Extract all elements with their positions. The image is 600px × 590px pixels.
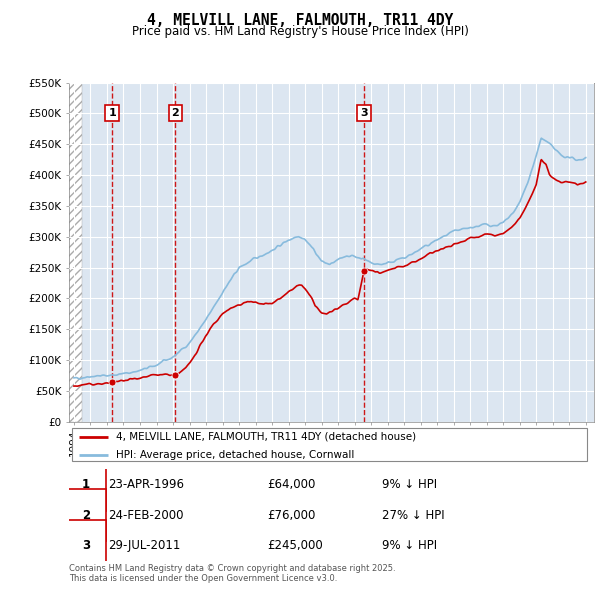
Text: 27% ↓ HPI: 27% ↓ HPI — [382, 509, 445, 522]
Text: £245,000: £245,000 — [268, 539, 323, 552]
Text: 3: 3 — [82, 539, 90, 552]
Text: 24-FEB-2000: 24-FEB-2000 — [108, 509, 184, 522]
Text: Price paid vs. HM Land Registry's House Price Index (HPI): Price paid vs. HM Land Registry's House … — [131, 25, 469, 38]
FancyBboxPatch shape — [67, 489, 106, 541]
Text: 1: 1 — [108, 108, 116, 118]
FancyBboxPatch shape — [67, 520, 106, 572]
Text: 9% ↓ HPI: 9% ↓ HPI — [382, 539, 437, 552]
Text: 23-APR-1996: 23-APR-1996 — [108, 478, 184, 491]
Text: 29-JUL-2011: 29-JUL-2011 — [108, 539, 181, 552]
Text: £64,000: £64,000 — [268, 478, 316, 491]
Text: Contains HM Land Registry data © Crown copyright and database right 2025.
This d: Contains HM Land Registry data © Crown c… — [69, 564, 395, 584]
Text: 2: 2 — [82, 509, 90, 522]
Text: HPI: Average price, detached house, Cornwall: HPI: Average price, detached house, Corn… — [116, 450, 355, 460]
Text: 4, MELVILL LANE, FALMOUTH, TR11 4DY: 4, MELVILL LANE, FALMOUTH, TR11 4DY — [147, 13, 453, 28]
Text: 4, MELVILL LANE, FALMOUTH, TR11 4DY (detached house): 4, MELVILL LANE, FALMOUTH, TR11 4DY (det… — [116, 432, 416, 442]
Text: 3: 3 — [360, 108, 368, 118]
Text: 2: 2 — [172, 108, 179, 118]
Text: 9% ↓ HPI: 9% ↓ HPI — [382, 478, 437, 491]
FancyBboxPatch shape — [67, 458, 106, 510]
Text: 1: 1 — [82, 478, 90, 491]
Text: £76,000: £76,000 — [268, 509, 316, 522]
FancyBboxPatch shape — [71, 428, 587, 461]
